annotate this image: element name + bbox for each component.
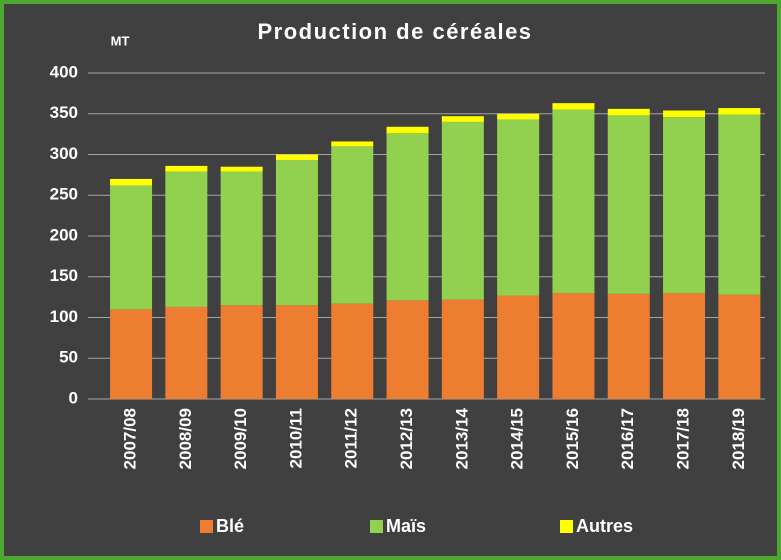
bar-segment [220,171,263,306]
bar-segment [165,171,208,307]
y-tick-label: 150 [50,266,78,285]
bar-segment [275,305,318,399]
x-tick-label: 2011/12 [342,408,361,469]
bar-segment [497,119,540,296]
bar-segment [331,141,374,147]
bar-segment [552,103,595,110]
bar-segment [663,117,706,294]
bar-segment [607,293,650,399]
y-tick-label: 0 [69,388,78,407]
bar-segment [441,121,484,300]
y-tick-label: 50 [59,348,78,367]
bar-segment [165,165,208,172]
bar-segment [718,294,761,399]
bar-segment [220,166,263,172]
bar-segment [386,300,429,399]
y-tick-label: 400 [50,62,78,81]
x-tick-label: 2017/18 [674,408,693,469]
y-tick-label: 300 [50,144,78,163]
bar-segment [275,154,318,161]
bar-segment [663,110,706,118]
bar-segment [497,113,540,120]
bar-segment [386,133,429,301]
y-tick-label: 350 [50,103,78,122]
bar-segment [718,114,761,295]
x-tick-label: 2010/11 [286,408,305,469]
chart-title: Production de céréales [257,19,532,44]
bar-segment [552,109,595,294]
x-tick-label: 2018/19 [729,408,748,469]
bar-segment [110,309,153,399]
bar-segment [663,293,706,399]
legend-label: Maïs [386,516,426,536]
x-tick-label: 2015/16 [563,408,582,469]
y-tick-label: 200 [50,225,78,244]
bar-segment [165,306,208,399]
x-tick-label: 2014/15 [508,408,527,469]
legend-label: Blé [216,516,244,536]
y-axis-label: MT [111,33,130,48]
bar-segment [552,293,595,399]
y-tick-label: 250 [50,185,78,204]
x-tick-label: 2008/09 [176,408,195,469]
bar-segment [386,126,429,134]
bar-segment [220,305,263,399]
bar-segment [110,185,153,310]
y-tick-label: 100 [50,307,78,326]
x-tick-label: 2009/10 [231,408,250,469]
bar-segment [441,116,484,122]
bar-segment [110,178,153,186]
bar-segment [607,115,650,294]
bar-segment [331,303,374,399]
bar-segment [275,160,318,306]
bar-segment [331,146,374,304]
x-tick-label: 2007/08 [121,408,140,469]
x-tick-label: 2016/17 [618,408,637,469]
legend-swatch [560,520,573,533]
bar-segment [607,108,650,116]
legend-swatch [200,520,213,533]
x-tick-label: 2013/14 [452,407,471,469]
x-tick-label: 2012/13 [397,408,416,469]
legend-label: Autres [576,516,633,536]
bar-segment [441,299,484,399]
bar-segment [718,108,761,115]
legend-swatch [370,520,383,533]
bar-segment [497,295,540,399]
